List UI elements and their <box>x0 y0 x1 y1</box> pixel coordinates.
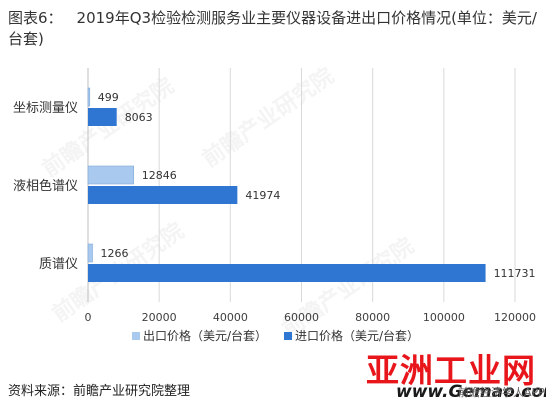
import-price-bar <box>88 264 486 282</box>
x-tick-label: 0 <box>85 311 92 324</box>
data-label: 1266 <box>101 247 129 260</box>
chart-title-text: 2019年Q3检验检测服务业主要仪器设备进出口价格情况(单位：美元/台套) <box>8 9 537 48</box>
category-label: 质谱仪 <box>39 257 78 272</box>
legend-label: 进口价格（美元/台套） <box>295 328 419 343</box>
site-logo-watermark: 亚洲工业网 <box>366 351 536 390</box>
chart-title: 图表6： 2019年Q3检验检测服务业主要仪器设备进出口价格情况(单位：美元/台套… <box>8 8 538 50</box>
x-tick-label: 20000 <box>142 311 177 324</box>
data-label: 499 <box>98 91 119 104</box>
x-tick-label: 60000 <box>284 311 319 324</box>
export-price-bar <box>87 243 93 263</box>
app-watermark: 前瞻经济学人APP <box>458 386 545 399</box>
data-label: 111731 <box>494 267 536 280</box>
site-url-watermark: www.Gemao.com <box>396 382 546 402</box>
data-label: 12846 <box>142 169 177 182</box>
x-tick-label: 100000 <box>423 311 465 324</box>
x-tick-label: 40000 <box>213 311 248 324</box>
chart-title-prefix: 图表6： <box>8 9 63 27</box>
legend-label: 出口价格（美元/台套） <box>143 328 267 343</box>
x-tick-label: 80000 <box>355 311 390 324</box>
legend-swatch-export <box>132 332 140 340</box>
import-price-bar <box>88 186 238 204</box>
x-tick-label: 120000 <box>494 311 536 324</box>
category-label: 液相色谱仪 <box>13 178 78 194</box>
export-price-bar <box>87 165 135 185</box>
data-label: 8063 <box>125 111 153 124</box>
category-label: 坐标测量仪 <box>13 101 78 116</box>
bar-chart: 0 20000 40000 60000 80000 100000 120000 坐标测量仪 49… <box>13 68 536 343</box>
import-price-bar <box>88 108 117 126</box>
data-label: 41974 <box>245 189 280 202</box>
source-note: 资料来源：前瞻产业研究院整理 <box>8 384 191 399</box>
legend-swatch-import <box>284 332 292 340</box>
export-price-bar <box>87 87 91 107</box>
